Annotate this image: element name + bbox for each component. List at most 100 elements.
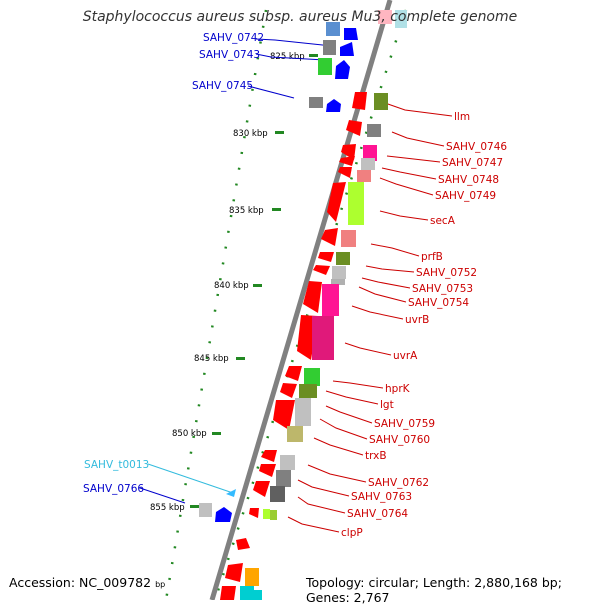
scale-label: 850 kbp [172, 429, 207, 439]
gene-arrow [339, 156, 355, 166]
scale-tick [275, 131, 284, 134]
cog-block [245, 568, 259, 586]
gene-arrow [220, 586, 236, 600]
cog-block [295, 398, 311, 426]
gene-label: SAHV_0742 [203, 32, 264, 44]
cog-block [322, 284, 339, 316]
gene-arrow [335, 60, 350, 79]
gene-label: clpP [341, 527, 363, 539]
gene-label: SAHV_0743 [199, 49, 260, 61]
cog-block [367, 124, 381, 137]
gene-arrow [326, 99, 341, 112]
cog-block [341, 230, 356, 247]
right-gene-labels: llm SAHV_0746 SAHV_0747 SAHV_0748 SAHV_0… [341, 111, 507, 539]
gene-arrow [352, 92, 367, 110]
cog-block [240, 586, 254, 600]
gene-arrow [225, 563, 243, 582]
gene-label: SAHV_0752 [416, 267, 477, 279]
cog-block [357, 170, 371, 182]
reverse-strand-genes [220, 10, 407, 600]
scale-label: 855 kbp [150, 503, 185, 513]
gene-arrow [285, 366, 302, 381]
scale-labels: 825 kbp 830 kbp 835 kbp 840 kbp 845 kbp … [150, 52, 305, 513]
cog-block [363, 145, 377, 161]
gene-label: SAHV_0754 [408, 297, 469, 309]
gene-arrow [259, 464, 276, 477]
gene-arrow [344, 28, 358, 40]
gene-arrow [249, 508, 259, 518]
accession-text: Accession: NC_009782 [9, 575, 152, 590]
cog-block [309, 97, 323, 108]
cog-block [378, 10, 392, 24]
map-title: Staphylococcus aureus subsp. aureus Mu3,… [82, 9, 518, 25]
gene-label: SAHV_0749 [435, 190, 496, 202]
cog-block [326, 22, 340, 36]
gene-arrow [346, 120, 362, 136]
accession-footer: Accession: NC_009782 bp [9, 575, 165, 590]
gene-label: uvrB [405, 314, 429, 326]
gene-label: SAHV_t0013 [84, 459, 149, 471]
scale-tick [190, 505, 199, 508]
scale-tick [212, 432, 221, 435]
gene-arrow [253, 481, 270, 497]
gene-arrow [318, 252, 334, 262]
cog-block [323, 40, 336, 55]
left-gene-labels: SAHV_0742 SAHV_0743 SAHV_0745 SAHV_t0013… [83, 32, 264, 495]
topology-footer: Topology: circular; Length: 2,880,168 bp… [306, 575, 562, 605]
gene-label: uvrA [393, 350, 418, 362]
cog-block [254, 590, 262, 600]
gene-arrow [340, 42, 354, 56]
cog-block [199, 503, 212, 517]
cog-block [299, 384, 317, 398]
scale-label: 840 kbp [214, 281, 249, 291]
cog-block [276, 470, 291, 487]
cog-block [332, 266, 346, 279]
gene-label: SAHV_0747 [442, 157, 503, 169]
gene-arrow [313, 265, 330, 275]
gene-label: SAHV_0759 [374, 418, 435, 430]
trna-marker [226, 489, 236, 497]
cog-block [374, 93, 388, 110]
gene-label: SAHV_0764 [347, 508, 408, 520]
gene-label: SAHV_0763 [351, 491, 412, 503]
gene-label: SAHV_0748 [438, 174, 499, 186]
scale-tick [272, 208, 281, 211]
gene-arrow [338, 167, 352, 178]
gene-arrow [273, 400, 295, 430]
gene-label: SAHV_0753 [412, 283, 473, 295]
gene-label: SAHV_0766 [83, 483, 144, 495]
scale-label: 835 kbp [229, 206, 264, 216]
gene-label: SAHV_0760 [369, 434, 430, 446]
scale-tick [253, 284, 262, 287]
cog-block [336, 252, 350, 265]
cog-block [312, 316, 334, 360]
gene-arrow [327, 182, 346, 222]
gene-label: llm [454, 111, 470, 123]
cog-block [280, 455, 295, 470]
gene-label: hprK [385, 383, 411, 395]
scale-label: 825 kbp [270, 52, 305, 62]
gene-label: trxB [365, 450, 387, 462]
gene-arrow [215, 507, 232, 522]
cog-block [270, 510, 277, 520]
scale-tick [236, 357, 245, 360]
cog-block [361, 158, 375, 170]
bp-unit-label: bp [155, 580, 166, 589]
gene-label: SAHV_0745 [192, 80, 253, 92]
scale-label: 830 kbp [233, 129, 268, 139]
cog-block [287, 426, 303, 442]
cog-block [348, 182, 364, 225]
scale-label: 845 kbp [194, 354, 229, 364]
cog-block [270, 486, 285, 502]
gene-arrow [303, 281, 322, 313]
cog-block [318, 58, 332, 75]
gene-arrow [236, 538, 250, 550]
gene-label: prfB [421, 251, 443, 263]
scale-ticks [190, 54, 318, 508]
cog-block [263, 509, 270, 519]
gene-arrow [280, 383, 297, 398]
gene-arrow [341, 144, 356, 160]
scale-tick [309, 54, 318, 57]
gene-label: secA [430, 215, 456, 227]
